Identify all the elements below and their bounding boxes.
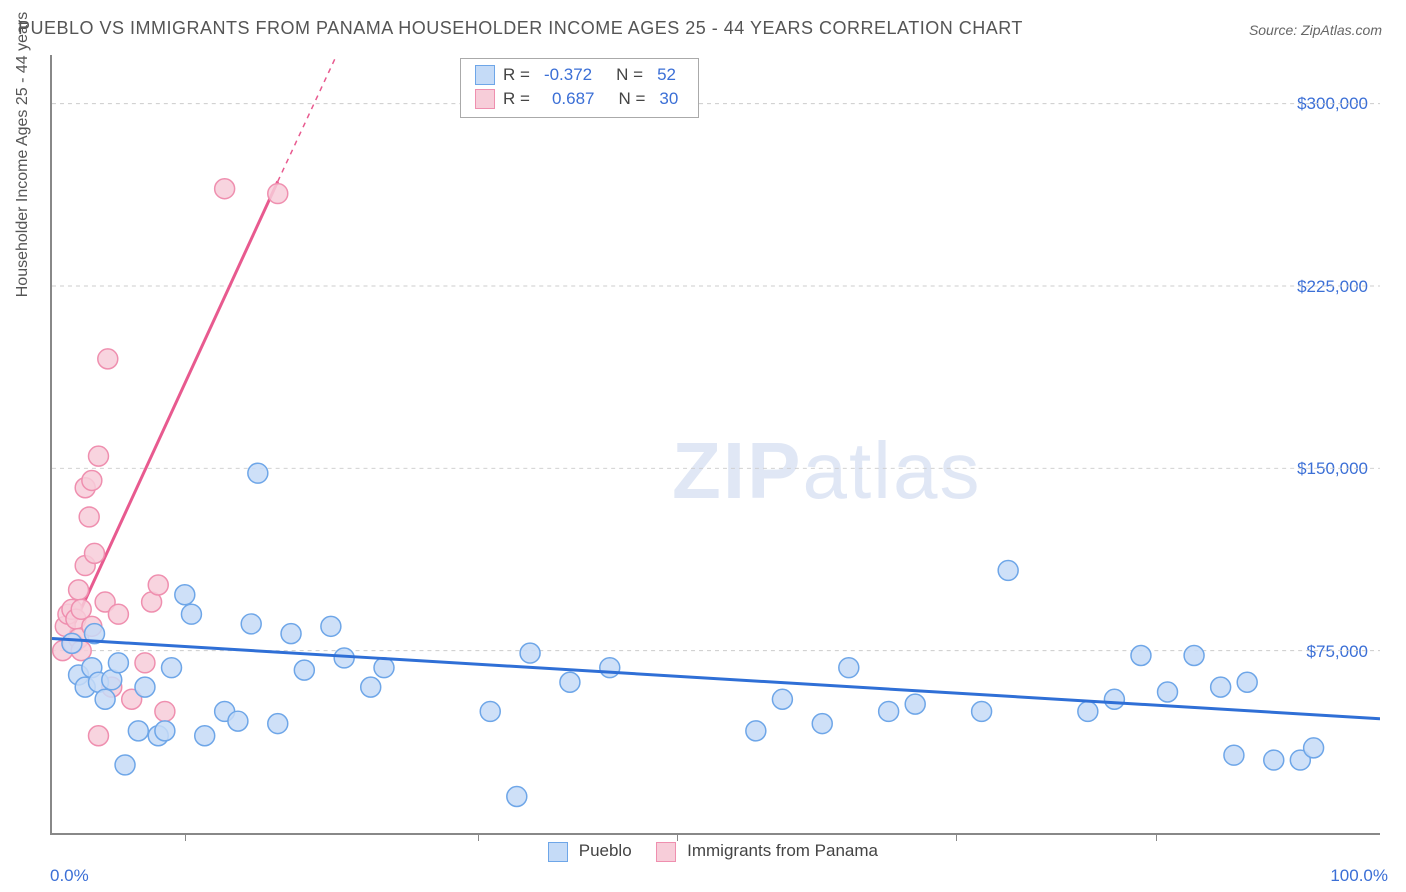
legend-label-pueblo: Pueblo [579, 841, 632, 860]
r-label: R = [503, 65, 530, 85]
x-tick [478, 833, 479, 841]
n-value-2: 30 [653, 89, 684, 109]
swatch-series-1 [475, 65, 495, 85]
x-tick [185, 833, 186, 841]
plot-area: ZIPatlas $75,000$150,000$225,000$300,000 [50, 55, 1380, 835]
n-label: N = [616, 65, 643, 85]
legend-stats: R = -0.372 N = 52 R = 0.687 N = 30 [460, 58, 699, 118]
legend-stats-row-2: R = 0.687 N = 30 [475, 87, 684, 111]
n-label-2: N = [618, 89, 645, 109]
swatch-pueblo [548, 842, 568, 862]
source-label: Source: ZipAtlas.com [1249, 22, 1382, 38]
x-tick [956, 833, 957, 841]
chart-container: PUEBLO VS IMMIGRANTS FROM PANAMA HOUSEHO… [0, 0, 1406, 892]
x-tick [677, 833, 678, 841]
swatch-series-2 [475, 89, 495, 109]
r-value-2: 0.687 [538, 89, 601, 109]
legend-stats-row-1: R = -0.372 N = 52 [475, 63, 684, 87]
swatch-panama [656, 842, 676, 862]
n-value-1: 52 [651, 65, 682, 85]
legend-series: Pueblo Immigrants from Panama [0, 841, 1406, 862]
chart-svg [52, 55, 1380, 833]
y-axis-label: Householder Income Ages 25 - 44 years [14, 12, 32, 298]
chart-title: PUEBLO VS IMMIGRANTS FROM PANAMA HOUSEHO… [18, 18, 1023, 39]
x-max-label: 100.0% [1330, 866, 1388, 886]
legend-label-panama: Immigrants from Panama [687, 841, 878, 860]
r-label-2: R = [503, 89, 530, 109]
r-value-1: -0.372 [538, 65, 598, 85]
x-min-label: 0.0% [50, 866, 89, 886]
x-tick [1156, 833, 1157, 841]
